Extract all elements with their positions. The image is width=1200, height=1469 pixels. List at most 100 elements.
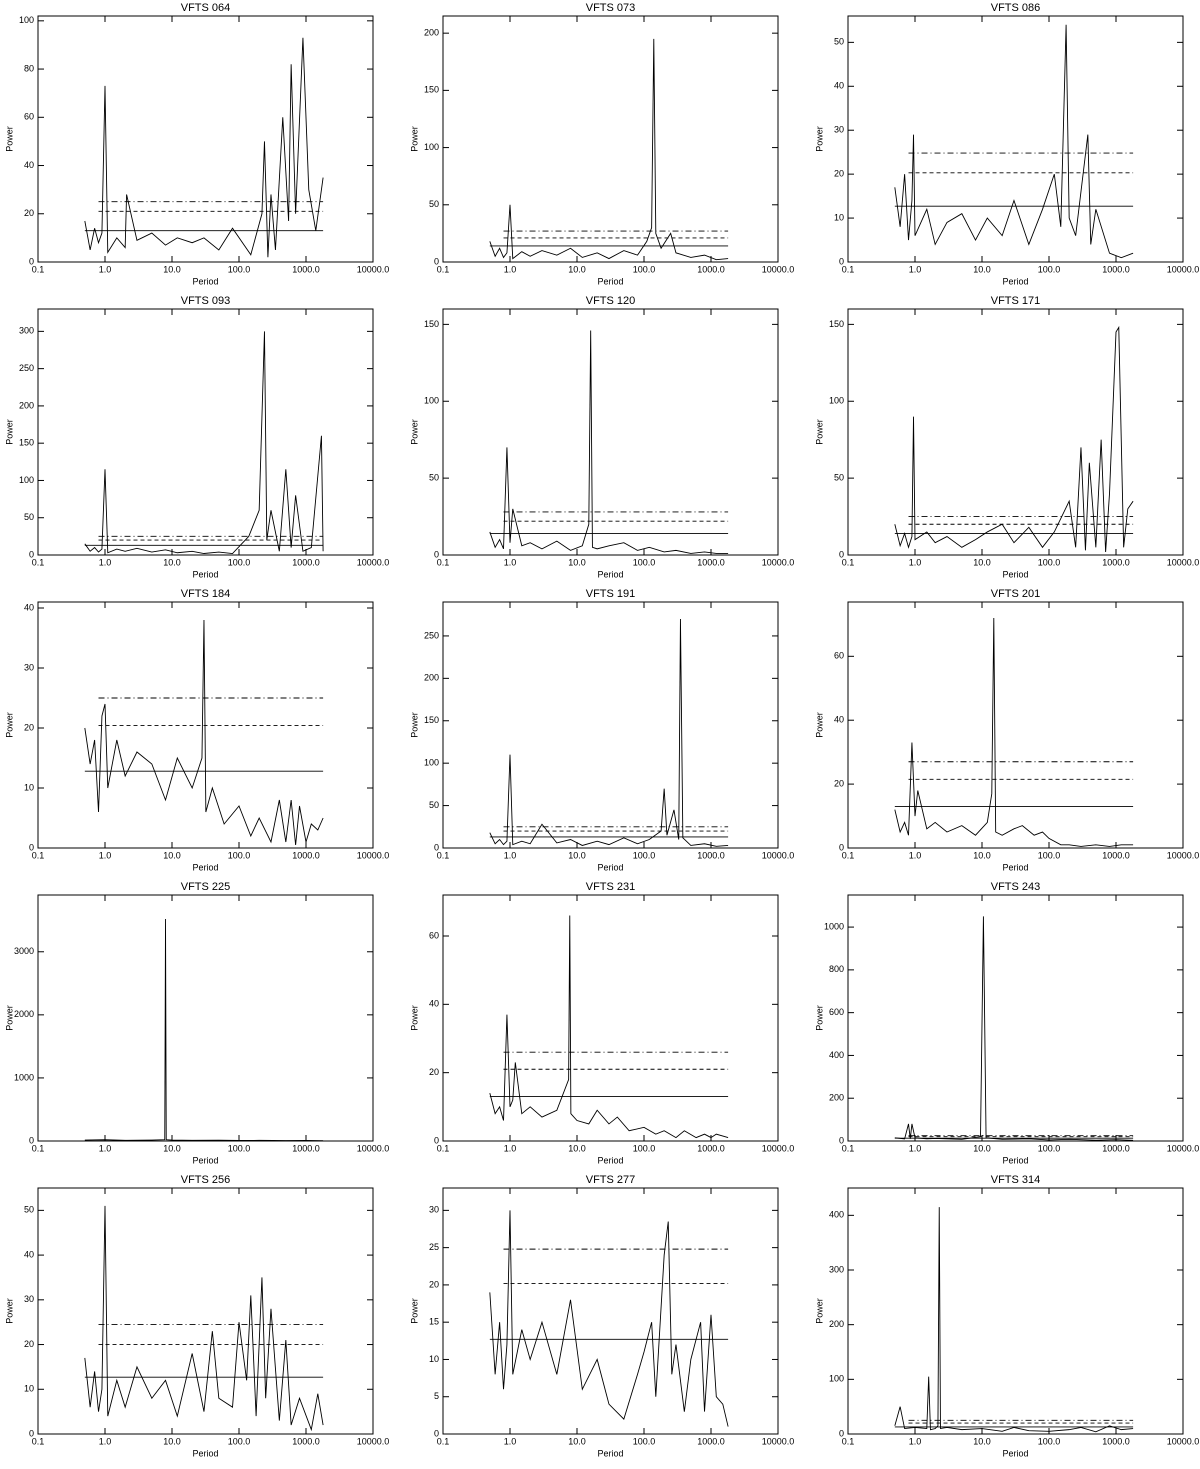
x-tick-label: 10000.0 — [1167, 850, 1200, 860]
y-tick-label: 20 — [429, 1067, 439, 1077]
y-tick-label: 40 — [429, 999, 439, 1009]
y-tick-label: 20 — [24, 722, 34, 732]
x-tick-label: 10000.0 — [357, 264, 390, 274]
plot-frame — [442, 1187, 779, 1435]
plot-frame — [37, 15, 374, 263]
x-tick-label: 1000.0 — [1102, 264, 1130, 274]
x-tick-label: 10000.0 — [762, 1436, 795, 1446]
y-tick-label: 0 — [29, 1428, 34, 1438]
x-tick-label: 10.0 — [568, 850, 586, 860]
x-tick-label: 100.0 — [228, 264, 251, 274]
y-tick-label: 250 — [19, 363, 34, 373]
plot-frame — [847, 308, 1184, 556]
y-tick-label: 40 — [24, 1249, 34, 1259]
x-tick-label: 10.0 — [973, 1436, 991, 1446]
periodogram — [489, 618, 729, 847]
x-tick-label: 1000.0 — [1102, 1436, 1130, 1446]
y-tick-label: 30 — [834, 125, 844, 135]
x-tick-label: 1.0 — [504, 850, 517, 860]
y-tick-label: 200 — [829, 1093, 844, 1103]
x-tick-label: 10000.0 — [1167, 1436, 1200, 1446]
x-tick-label: 100.0 — [1038, 1436, 1061, 1446]
x-tick-label: 10000.0 — [762, 557, 795, 567]
y-tick-label: 1000 — [14, 1072, 34, 1082]
y-tick-label: 25 — [429, 1242, 439, 1252]
y-axis-label: Power — [409, 712, 419, 738]
y-tick-label: 30 — [24, 662, 34, 672]
y-axis-label: Power — [4, 126, 14, 152]
periodogram — [894, 325, 1134, 552]
y-tick-label: 2000 — [14, 1009, 34, 1019]
y-tick-label: 0 — [839, 1135, 844, 1145]
y-tick-label: 100 — [424, 758, 439, 768]
y-tick-label: 50 — [24, 1205, 34, 1215]
x-tick-label: 1.0 — [909, 850, 922, 860]
y-tick-label: 0 — [29, 842, 34, 852]
x-tick-label: 100.0 — [1038, 1143, 1061, 1153]
y-tick-label: 0 — [29, 1135, 34, 1145]
x-tick-label: 1000.0 — [292, 557, 320, 567]
x-tick-label: 100.0 — [633, 1436, 656, 1446]
x-tick-label: 1000.0 — [292, 1436, 320, 1446]
y-tick-label: 150 — [19, 438, 34, 448]
panel-title: VFTS 243 — [991, 881, 1041, 893]
y-tick-label: 200 — [19, 400, 34, 410]
y-tick-label: 60 — [24, 112, 34, 122]
x-tick-label: 1000.0 — [697, 1436, 725, 1446]
periodogram — [84, 331, 324, 554]
y-tick-label: 1000 — [824, 921, 844, 931]
x-axis-label: Period — [597, 1155, 623, 1165]
x-axis-label: Period — [1002, 862, 1028, 872]
panel-title: VFTS 086 — [991, 2, 1041, 14]
y-tick-label: 0 — [434, 842, 439, 852]
periodogram — [489, 330, 729, 554]
y-tick-label: 40 — [24, 602, 34, 612]
x-tick-label: 10.0 — [163, 1143, 181, 1153]
x-axis-label: Period — [1002, 1155, 1028, 1165]
x-tick-label: 0.1 — [437, 557, 450, 567]
y-tick-label: 50 — [834, 37, 844, 47]
x-tick-label: 10000.0 — [357, 850, 390, 860]
x-tick-label: 10000.0 — [1167, 557, 1200, 567]
y-tick-label: 0 — [839, 842, 844, 852]
x-tick-label: 10.0 — [973, 850, 991, 860]
x-tick-label: 10000.0 — [357, 1436, 390, 1446]
y-tick-label: 10 — [24, 782, 34, 792]
y-tick-label: 10 — [24, 1384, 34, 1394]
x-tick-label: 10.0 — [568, 1436, 586, 1446]
y-tick-label: 20 — [834, 169, 844, 179]
x-tick-label: 1.0 — [504, 264, 517, 274]
x-tick-label: 10000.0 — [762, 1143, 795, 1153]
y-tick-label: 100 — [19, 15, 34, 25]
x-axis-label: Period — [1002, 569, 1028, 579]
plot-frame — [37, 601, 374, 849]
y-tick-label: 200 — [424, 673, 439, 683]
y-tick-label: 200 — [424, 28, 439, 38]
periodogram — [489, 38, 729, 261]
y-axis-label: Power — [814, 1298, 824, 1324]
y-tick-label: 150 — [424, 319, 439, 329]
x-tick-label: 1.0 — [99, 264, 112, 274]
x-tick-label: 0.1 — [32, 557, 45, 567]
y-tick-label: 20 — [24, 208, 34, 218]
x-tick-label: 10.0 — [163, 557, 181, 567]
x-axis-label: Period — [597, 1448, 623, 1458]
y-tick-label: 300 — [829, 1264, 844, 1274]
periodogram — [489, 915, 729, 1139]
x-tick-label: 10.0 — [163, 1436, 181, 1446]
y-tick-label: 20 — [834, 778, 844, 788]
x-axis-label: Period — [192, 1155, 218, 1165]
x-tick-label: 10000.0 — [762, 850, 795, 860]
x-axis-label: Period — [597, 862, 623, 872]
plot-frame — [847, 601, 1184, 849]
y-axis-label: Power — [409, 126, 419, 152]
y-tick-label: 250 — [424, 630, 439, 640]
x-tick-label: 100.0 — [228, 1143, 251, 1153]
periodogram — [84, 619, 324, 846]
y-tick-label: 100 — [19, 475, 34, 485]
y-tick-label: 60 — [429, 930, 439, 940]
plot-frame — [847, 15, 1184, 263]
y-tick-label: 10 — [429, 1354, 439, 1364]
